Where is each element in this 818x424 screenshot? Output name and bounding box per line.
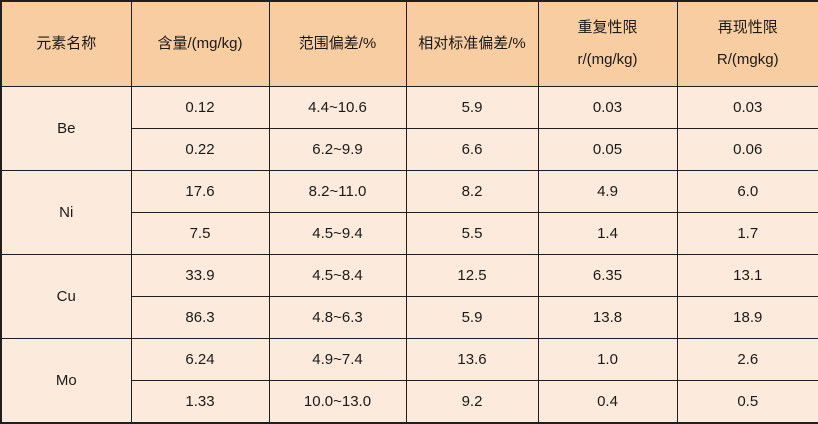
data-cell: 0.5 — [676, 380, 818, 424]
data-cell: 4.4~10.6 — [268, 85, 407, 129]
header-label: 元素名称 — [36, 34, 97, 52]
table-header: 元素名称 含量/(mg/kg) 范围偏差/% 相对标准偏差/% 重复性限 — [0, 0, 818, 87]
header-label: 重复性限 — [577, 18, 638, 36]
data-cell: 6.0 — [676, 169, 818, 213]
header-repeatability-limit: 重复性限 r/(mg/kg) — [537, 0, 678, 87]
table-row: 0.22 6.2~9.9 6.6 0.05 0.06 — [1, 127, 818, 171]
element-name-cell: Ni — [0, 169, 132, 256]
data-cell: 0.05 — [537, 127, 678, 171]
header-label: 再现性限 — [717, 18, 778, 36]
data-cell: 0.22 — [130, 127, 270, 171]
header-label: 相对标准偏差/% — [418, 34, 526, 52]
data-cell: 18.9 — [676, 296, 818, 340]
header-content: 含量/(mg/kg) — [130, 0, 270, 87]
table-row: 7.5 4.5~9.4 5.5 1.4 1.7 — [1, 211, 818, 256]
data-cell: 0.06 — [676, 127, 818, 171]
table-row: Be 0.12 4.4~10.6 5.9 0.03 0.03 — [0, 85, 818, 171]
header-range-deviation: 范围偏差/% — [268, 0, 407, 87]
header-label: 范围偏差/% — [298, 34, 377, 52]
data-cell: 0.12 — [130, 85, 270, 129]
data-cell: 4.9 — [537, 169, 678, 213]
data-cell: 6.2~9.9 — [268, 127, 407, 171]
header-unit: r/(mg/kg) — [577, 50, 638, 68]
data-cell: 9.2 — [405, 380, 539, 424]
data-cell: 86.3 — [130, 296, 270, 340]
data-cell: 0.03 — [537, 85, 678, 129]
data-cell: 6.35 — [537, 253, 678, 298]
data-cell: 8.2~11.0 — [268, 169, 407, 213]
data-cell: 10.0~13.0 — [268, 380, 407, 424]
table-row: Ni 17.6 8.2~11.0 8.2 4.9 6.0 — [0, 169, 818, 256]
data-cell: 1.33 — [130, 380, 270, 424]
table-row: Mo 6.24 4.9~7.4 13.6 1.0 2.6 — [0, 338, 818, 424]
data-cell: 13.8 — [537, 296, 678, 340]
table-row: 1.33 10.0~13.0 9.2 0.4 0.5 — [1, 380, 818, 424]
data-cell: 0.03 — [676, 85, 818, 129]
data-cell: 1.0 — [537, 338, 678, 382]
data-cell: 4.9~7.4 — [268, 338, 407, 382]
header-reproducibility-limit: 再现性限 R/(mgkg) — [676, 0, 818, 87]
header-unit: R/(mgkg) — [716, 50, 779, 68]
header-relative-std-deviation: 相对标准偏差/% — [405, 0, 539, 87]
element-name-cell: Cu — [0, 253, 132, 340]
data-cell: 13.1 — [676, 253, 818, 298]
data-cell: 5.9 — [405, 85, 539, 129]
data-cell: 4.5~9.4 — [268, 211, 407, 256]
data-cell: 2.6 — [676, 338, 818, 382]
data-cell: 0.4 — [537, 380, 678, 424]
header-element-name: 元素名称 — [0, 0, 132, 87]
table-body: Be 0.12 4.4~10.6 5.9 0.03 0.03 0.22 6.2~9.9 6.6 0… — [0, 85, 818, 424]
data-cell: 8.2 — [405, 169, 539, 213]
table-row: 86.3 4.8~6.3 5.9 13.8 18.9 — [1, 296, 818, 340]
table-row: Cu 33.9 4.5~8.4 12.5 6.35 13.1 — [0, 253, 818, 340]
data-cell: 4.5~8.4 — [268, 253, 407, 298]
data-cell: 6.24 — [130, 338, 270, 382]
data-cell: 5.5 — [405, 211, 539, 256]
data-cell: 12.5 — [405, 253, 539, 298]
data-cell: 1.4 — [537, 211, 678, 256]
data-cell: 5.9 — [405, 296, 539, 340]
data-cell: 7.5 — [130, 211, 270, 256]
element-name-cell: Be — [0, 85, 132, 171]
data-cell: 4.8~6.3 — [268, 296, 407, 340]
data-cell: 13.6 — [405, 338, 539, 382]
header-label: 含量/(mg/kg) — [157, 34, 243, 52]
data-cell: 17.6 — [130, 169, 270, 213]
data-cell: 6.6 — [405, 127, 539, 171]
element-name-cell: Mo — [0, 338, 132, 424]
header-row: 元素名称 含量/(mg/kg) 范围偏差/% 相对标准偏差/% 重复性限 — [0, 0, 818, 87]
data-cell: 1.7 — [676, 211, 818, 256]
data-cell: 33.9 — [130, 253, 270, 298]
